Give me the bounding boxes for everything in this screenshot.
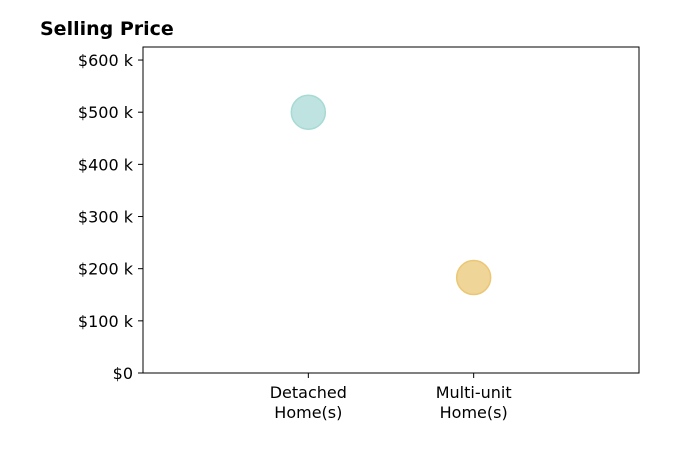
data-point: [455, 259, 492, 296]
data-point: [290, 94, 327, 130]
y-tick-label: $500 k: [78, 103, 134, 122]
y-tick-label: $0: [113, 364, 133, 383]
y-axis: $0 $100 k $200 k $300 k $400 k $500 k $600 k: [78, 51, 143, 383]
y-tick-label: $600 k: [78, 51, 134, 70]
y-tick-label: $200 k: [78, 260, 134, 279]
y-tick-label: $400 k: [78, 155, 134, 174]
data-points: [290, 94, 492, 296]
x-tick-label: Home(s): [274, 403, 342, 422]
chart-title: Selling Price: [40, 18, 174, 40]
x-tick-label: Home(s): [440, 403, 508, 422]
x-tick-label: Multi-unit: [436, 383, 512, 402]
x-tick-label: Detached: [270, 383, 347, 402]
y-tick-label: $100 k: [78, 312, 134, 331]
plot-frame: [142, 46, 640, 374]
y-tick-label: $300 k: [78, 208, 134, 227]
